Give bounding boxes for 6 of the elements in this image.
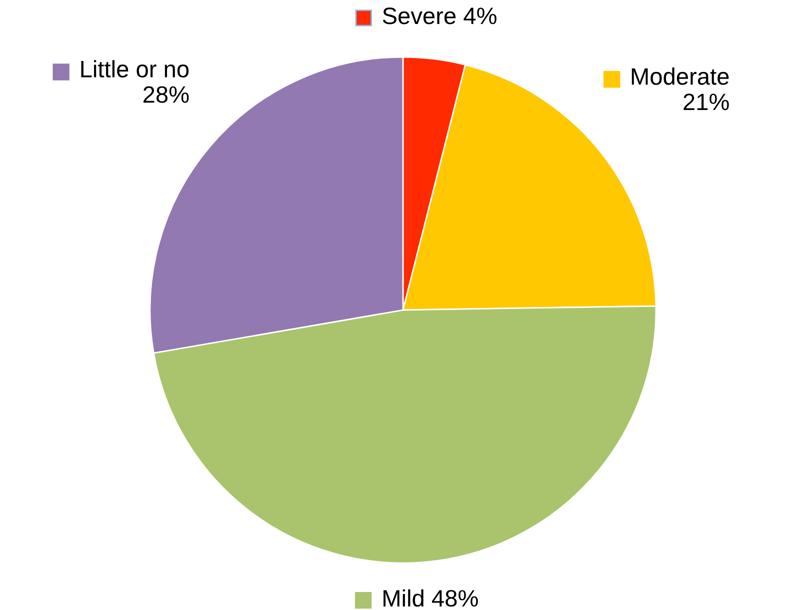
- legend-label: Mild 48%: [384, 589, 478, 607]
- data-label: 21%: [684, 94, 729, 110]
- legend-label: Little or no: [81, 60, 189, 78]
- legend-label: Moderate: [632, 68, 729, 85]
- data-label: 28%: [143, 86, 189, 103]
- legend-label: Severe 4%: [382, 8, 496, 24]
